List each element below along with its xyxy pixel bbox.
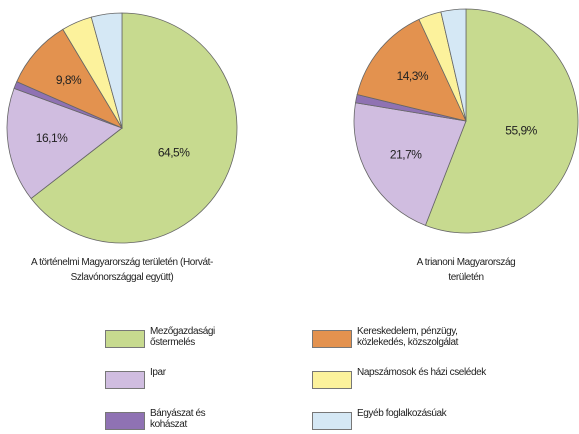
legend-swatch: [312, 330, 352, 348]
legend-swatch: [105, 371, 145, 389]
slice-label: 64,5%: [158, 145, 190, 159]
legend-swatch: [105, 330, 145, 348]
legend-label: Mezőgazdasági őstermelés: [150, 326, 215, 348]
pie-slice: [90, 12, 123, 129]
legend-swatch: [105, 412, 145, 430]
slice-label: 21,7%: [390, 148, 422, 162]
chart-title: A trianoni Magyarország területén: [416, 257, 516, 283]
pie-slice: [6, 87, 123, 200]
slice-label: 14,3%: [397, 69, 429, 83]
pie-slice: [353, 102, 467, 226]
legend-swatch: [312, 371, 352, 389]
slice-label: 16,1%: [36, 131, 68, 145]
legend-label: Kereskedelem, pénzügy, közlekedés, közsz…: [357, 326, 459, 348]
legend-label: Ipar: [150, 367, 166, 378]
legend-label: Egyéb foglalkozásúak: [357, 408, 447, 419]
pie-slice: [440, 8, 467, 122]
pie-slice: [356, 18, 467, 122]
pie-slice: [30, 12, 238, 244]
legend-swatch: [312, 412, 352, 430]
legend-label: Bányászat és kohászat: [150, 408, 206, 430]
chart-title: A történelmi Magyarország területén (Hor…: [31, 257, 213, 283]
slice-label: 55,9%: [505, 123, 537, 137]
legend-label: Napszámosok és házi cselédek: [357, 367, 486, 378]
pie-slice: [424, 8, 579, 234]
slice-label: 9,8%: [56, 73, 82, 87]
